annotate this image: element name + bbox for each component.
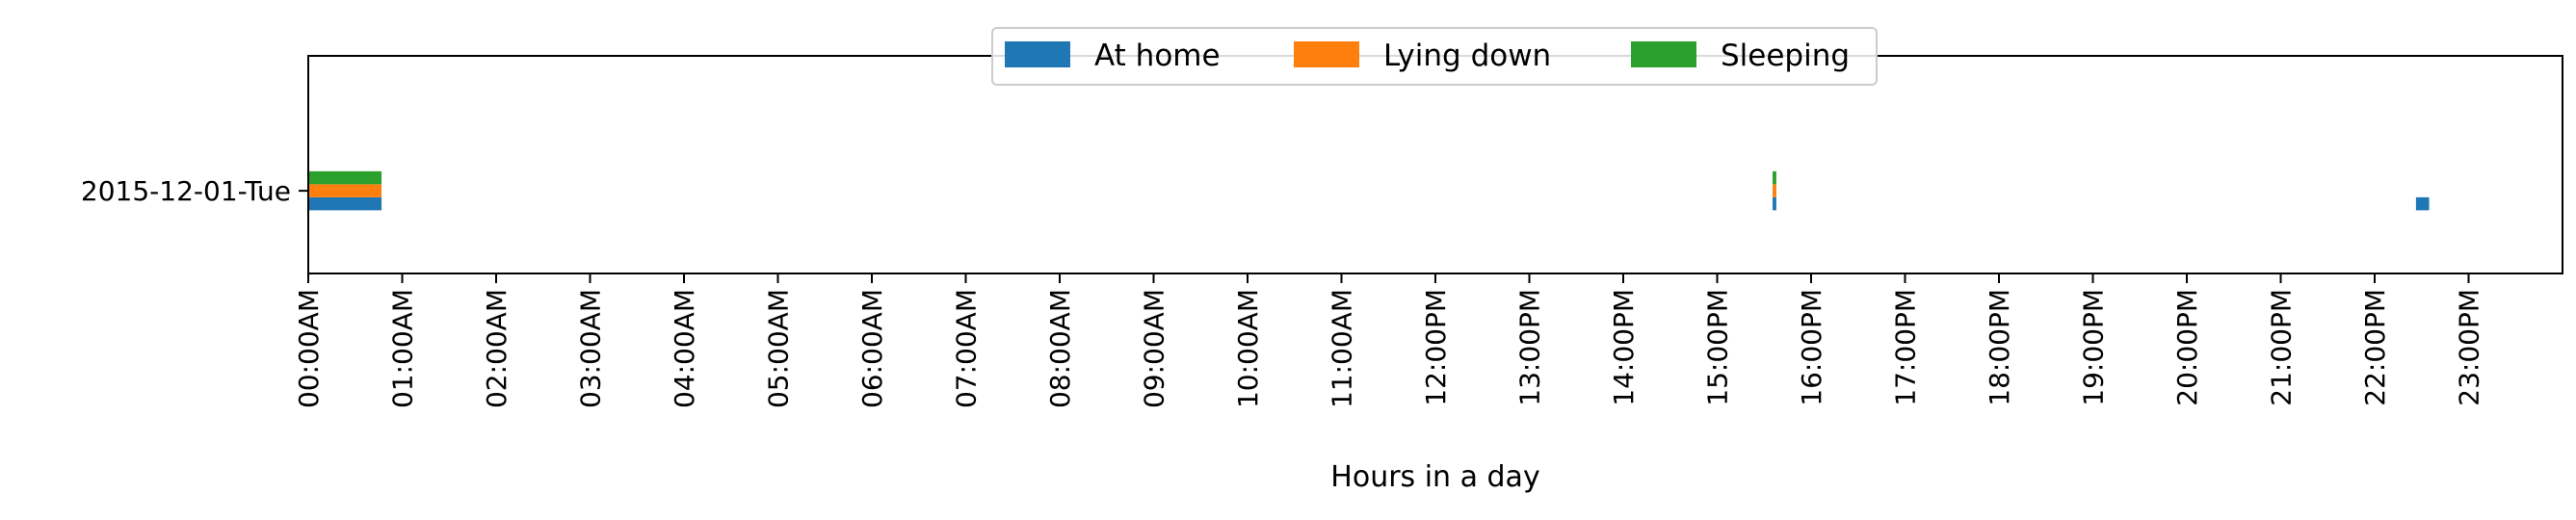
x-axis: 00:00AM 01:00AM 02:00AM 03:00AM 04:00AM 05:00…	[293, 273, 2485, 408]
x-tick-label-7: 07:00AM	[951, 289, 983, 408]
x-tick-label-20: 20:00PM	[2171, 289, 2203, 406]
legend-label-at-home: At home	[1094, 39, 1221, 73]
x-tick-label-19: 19:00PM	[2078, 289, 2110, 406]
x-tick-label-16: 16:00PM	[1796, 289, 1827, 406]
x-tick-label-1: 01:00AM	[387, 289, 419, 408]
bar-lying-down-0	[308, 184, 382, 197]
x-tick-label-9: 09:00AM	[1139, 289, 1170, 408]
legend-swatch-lying-down	[1294, 41, 1359, 67]
plot-area-frame	[307, 55, 2563, 274]
y-axis: 2015-12-01-Tue	[81, 175, 308, 207]
bar-at-home-0	[308, 196, 382, 211]
x-tick-label-18: 18:00PM	[1984, 289, 2015, 406]
legend-swatch-at-home	[1005, 41, 1070, 67]
x-tick-label-8: 08:00AM	[1044, 289, 1076, 408]
x-tick-label-12: 12:00PM	[1420, 289, 1452, 406]
x-tick-label-22: 22:00PM	[2359, 289, 2391, 406]
legend: At home Lying down Sleeping	[991, 27, 1878, 86]
y-tick-label-0: 2015-12-01-Tue	[81, 175, 291, 207]
x-tick-label-10: 10:00AM	[1232, 289, 1264, 408]
x-tick-label-11: 11:00AM	[1327, 289, 1358, 408]
bar-at-home-2	[2415, 196, 2430, 211]
bar-at-home-1	[1773, 196, 1776, 211]
x-tick-label-3: 03:00AM	[575, 289, 607, 408]
bar-sleeping-0	[308, 170, 382, 185]
legend-label-sleeping: Sleeping	[1721, 39, 1850, 73]
x-tick-label-6: 06:00AM	[856, 289, 888, 408]
x-tick-label-15: 15:00PM	[1702, 289, 1734, 406]
x-tick-label-17: 17:00PM	[1890, 289, 1922, 406]
x-tick-label-0: 00:00AM	[293, 289, 325, 408]
bars-layer	[308, 170, 2430, 211]
x-tick-label-5: 05:00AM	[763, 289, 795, 408]
bar-sleeping-1	[1773, 170, 1776, 185]
x-axis-title: Hours in a day	[1330, 460, 1539, 494]
bar-lying-down-1	[1773, 184, 1776, 197]
x-tick-label-14: 14:00PM	[1608, 289, 1640, 406]
x-tick-label-23: 23:00PM	[2454, 289, 2485, 406]
legend-label-lying-down: Lying down	[1383, 39, 1551, 73]
x-tick-label-2: 02:00AM	[481, 289, 513, 408]
x-tick-label-21: 21:00PM	[2266, 289, 2298, 406]
x-tick-label-4: 04:00AM	[669, 289, 700, 408]
x-tick-label-13: 13:00PM	[1514, 289, 1546, 406]
legend-swatch-sleeping	[1631, 41, 1696, 67]
